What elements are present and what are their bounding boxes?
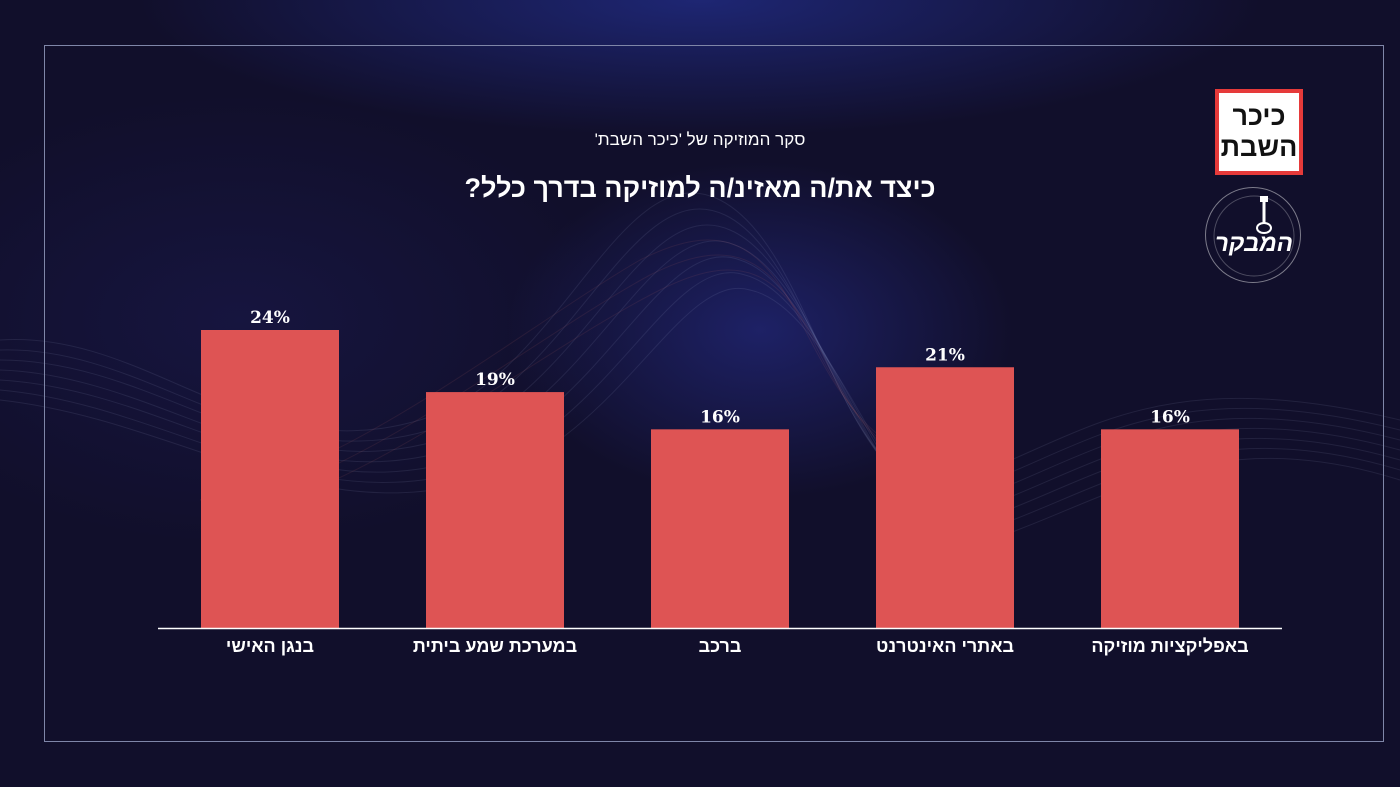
value-label-3: 16% — [700, 407, 740, 427]
category-label-3: ברכב — [699, 636, 742, 656]
survey-subtitle: סקר המוזיקה של 'כיכר השבת' — [594, 130, 806, 149]
category-label-1: בנגן האישי — [226, 636, 314, 656]
category-label-2: במערכת שמע ביתית — [413, 636, 577, 656]
category-label-4: באתרי האינטרנט — [876, 636, 1014, 656]
value-label-1: 24% — [250, 308, 290, 328]
band-logo: המבקר — [1205, 187, 1301, 283]
bar-4 — [876, 367, 1014, 628]
logo-line-1: כיכר — [1232, 101, 1286, 131]
bar-3 — [651, 429, 789, 628]
band-logo-name: המבקר — [1215, 230, 1293, 257]
bar-5 — [1101, 429, 1239, 628]
value-label-2: 19% — [475, 370, 515, 390]
value-label-5: 16% — [1150, 407, 1190, 427]
kikar-hashabat-logo: כיכר השבת — [1215, 89, 1303, 175]
chart-title: כיצד את/ה מאזינ/ה למוזיקה בדרך כלל? — [464, 173, 936, 203]
slide-frame — [44, 45, 1384, 742]
logo-line-2: השבת — [1220, 132, 1298, 162]
guitar-icon: המבקר — [1213, 195, 1295, 277]
bar-1 — [201, 330, 339, 628]
category-label-5: באפליקציות מוזיקה — [1091, 636, 1248, 656]
value-label-4: 21% — [925, 345, 965, 365]
bar-2 — [426, 392, 564, 628]
